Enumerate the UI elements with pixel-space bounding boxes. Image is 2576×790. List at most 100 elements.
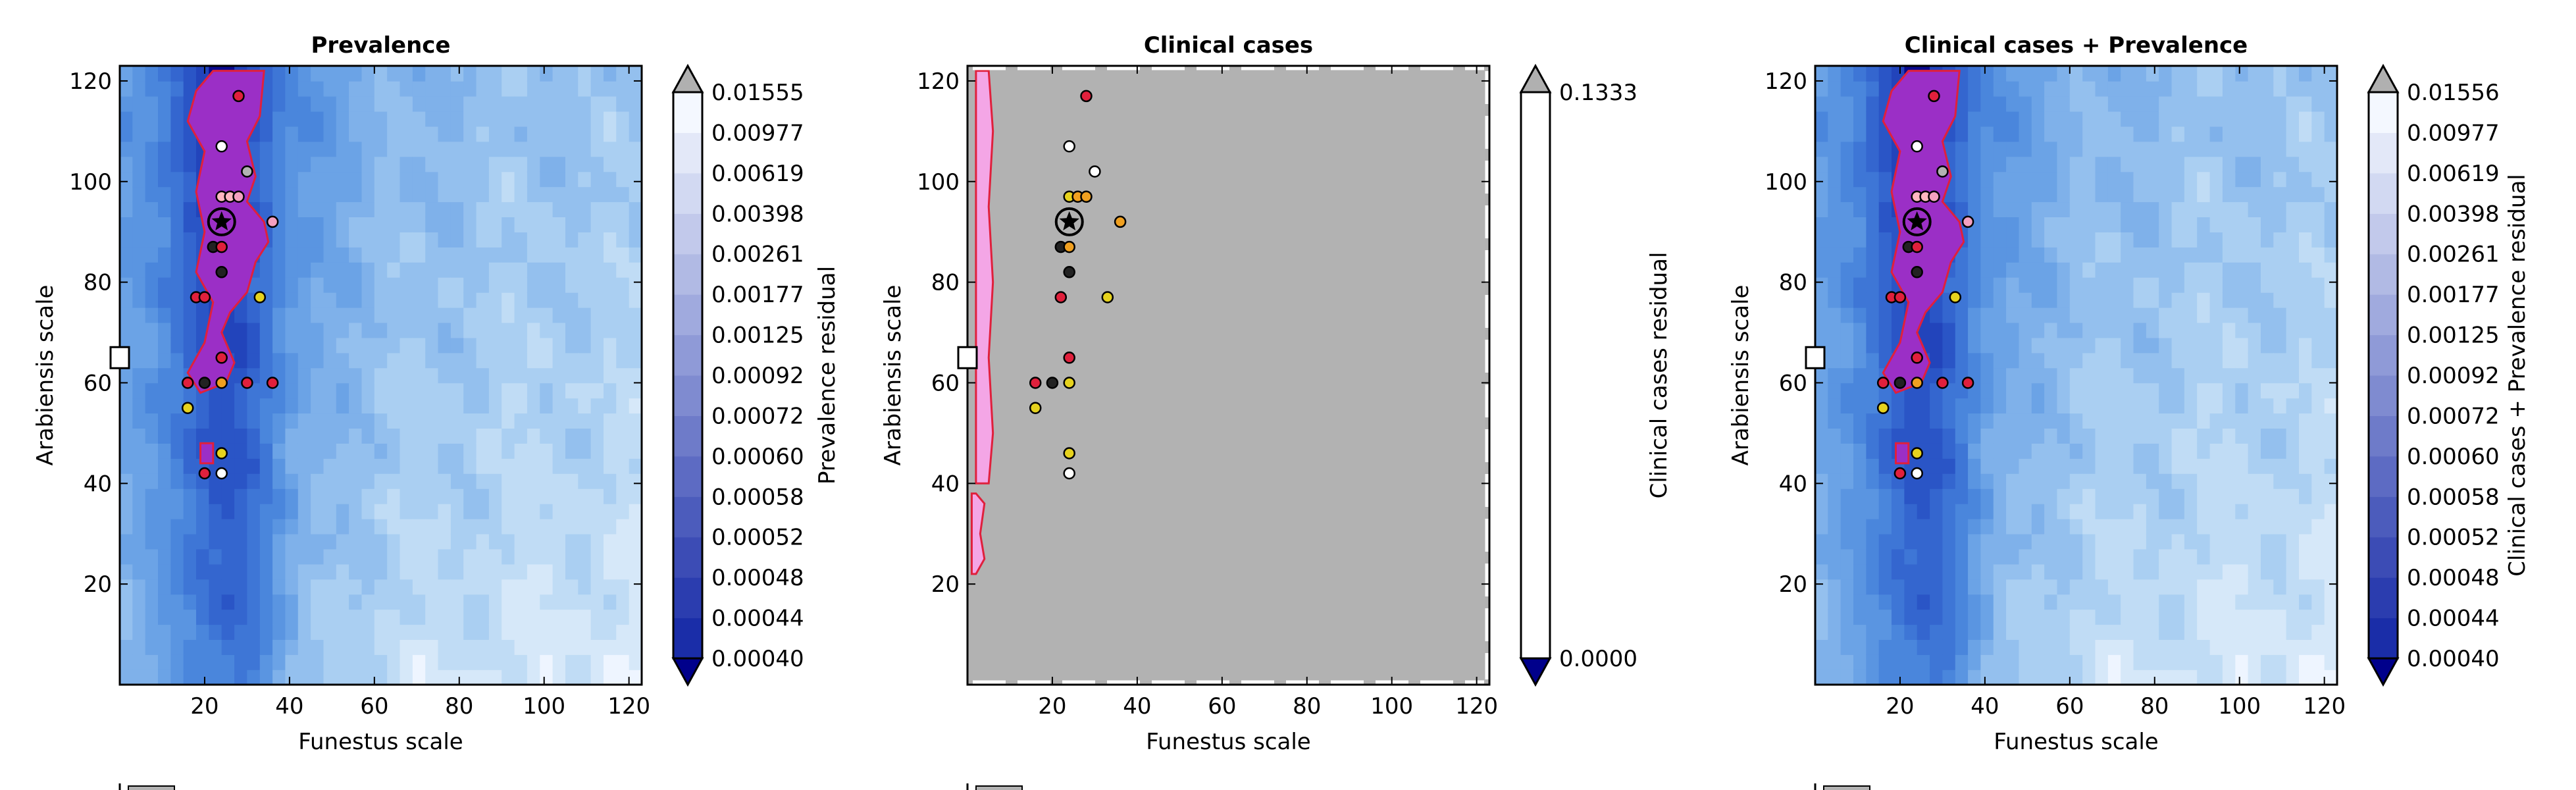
contour-cell (2095, 247, 2109, 263)
contour-cell (2248, 594, 2261, 610)
contour-cell (349, 186, 363, 203)
contour-cell (2184, 670, 2198, 685)
contour-cell (2286, 533, 2300, 550)
contour-cell (259, 654, 273, 670)
contour-cell (2133, 367, 2147, 384)
contour-cell (209, 594, 222, 610)
contour-cell (514, 518, 528, 535)
contour-cell (2082, 518, 2096, 535)
contour-cell (552, 292, 566, 308)
contour-cell (374, 654, 388, 670)
contour-cell (2261, 639, 2275, 655)
contour-cell (297, 201, 311, 217)
contour-cell (604, 579, 617, 595)
contour-cell (158, 111, 172, 127)
legend-partial (118, 783, 175, 790)
contour-cell (463, 488, 477, 504)
contour-cell (2019, 232, 2032, 248)
contour-cell (196, 624, 210, 640)
contour-cell (488, 201, 502, 217)
contour-cell (1955, 624, 1969, 640)
contour-cell (361, 66, 375, 82)
contour-cell (145, 609, 159, 625)
contour-cell (120, 624, 134, 640)
contour-cell (2019, 533, 2032, 550)
contour-cell (2299, 670, 2313, 685)
contour-cell (336, 428, 349, 444)
contour-cell (2044, 639, 2058, 655)
contour-cell (2159, 352, 2173, 369)
contour-cell (578, 594, 592, 610)
contour-cell (2235, 609, 2249, 625)
contour-cell (438, 352, 451, 369)
contour-cell (349, 548, 363, 565)
scatter-point (1911, 467, 1923, 480)
contour-cell (272, 337, 286, 354)
contour-cell (2121, 624, 2134, 640)
contour-cell (2311, 654, 2325, 670)
contour-cell (1878, 654, 1892, 670)
contour-cell (336, 111, 349, 127)
contour-cell (438, 518, 451, 535)
contour-cell (2031, 352, 2045, 369)
contour-cell (2082, 533, 2096, 550)
contour-cell (502, 594, 515, 610)
contour-cell (221, 639, 235, 655)
contour-cell (514, 111, 528, 127)
contour-cell (2222, 443, 2236, 459)
contour-cell (1993, 126, 2007, 142)
contour-cell (285, 126, 299, 142)
contour-cell (374, 518, 388, 535)
contour-cell (527, 579, 540, 595)
contour-cell (412, 382, 426, 399)
contour-cell (323, 111, 337, 127)
contour-cell (399, 171, 413, 188)
contour-cell (2299, 503, 2313, 519)
contour-cell (527, 654, 540, 670)
contour-cell (1917, 518, 1930, 535)
contour-cell (221, 518, 235, 535)
contour-cell (629, 247, 642, 263)
contour-cell (527, 428, 540, 444)
contour-cell (1955, 352, 1969, 369)
contour-cell (2082, 398, 2096, 414)
contour-cell (1904, 428, 1918, 444)
contour-cell (145, 292, 159, 308)
scatter-point (1063, 352, 1075, 364)
contour-cell (336, 548, 349, 565)
axes-frame (118, 65, 643, 686)
contour-cell (604, 66, 617, 82)
contour-cell (2082, 217, 2096, 232)
contour-cell (2031, 624, 2045, 640)
contour-cell (297, 232, 311, 248)
contour-cell (311, 307, 324, 323)
contour-cell (158, 367, 172, 384)
contour-cell (2273, 503, 2287, 519)
contour-cell (2235, 186, 2249, 203)
contour-cell (514, 367, 528, 384)
scatter-point (1936, 377, 1949, 389)
contour-cell (2006, 201, 2020, 217)
contour-cell (425, 80, 439, 97)
colorbar-segment (2369, 375, 2398, 416)
contour-cell (2121, 156, 2134, 172)
contour-cell (361, 126, 375, 142)
contour-cell (590, 232, 604, 248)
contour-cell (2184, 322, 2198, 338)
contour-cell (2031, 443, 2045, 459)
contour-cell (2248, 670, 2261, 685)
colorbar-segment (673, 537, 702, 578)
contour-cell (590, 458, 604, 474)
contour-cell (502, 654, 515, 670)
contour-cell (183, 277, 197, 293)
contour-cell (2107, 564, 2121, 580)
contour-cell (1904, 488, 1918, 504)
contour-cell (425, 639, 439, 655)
scatter-point (198, 467, 211, 480)
contour-cell (425, 217, 439, 232)
contour-cell (170, 609, 184, 625)
contour-cell (361, 262, 375, 278)
contour-cell (1968, 322, 1982, 338)
contour-cell (120, 217, 134, 232)
contour-cell (527, 201, 540, 217)
